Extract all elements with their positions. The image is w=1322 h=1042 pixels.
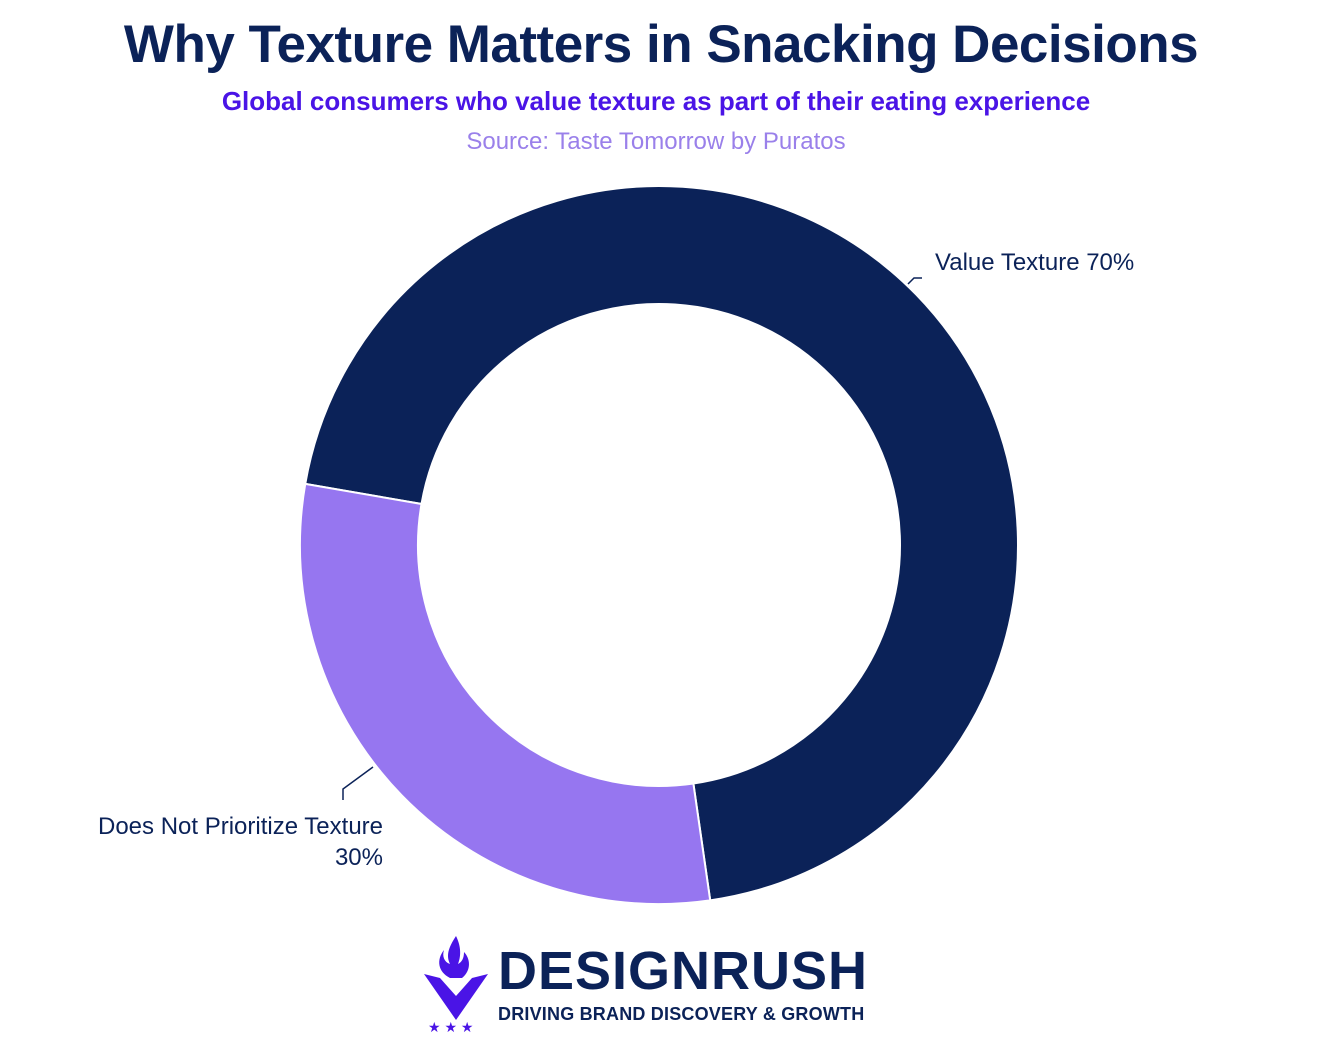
- leader-line-does-not-prioritize: [342, 766, 374, 800]
- label-value-texture: Value Texture 70%: [935, 249, 1135, 276]
- chart-title: Why Texture Matters in Snacking Decision…: [123, 15, 1199, 74]
- label-does-not-prioritize-value: 30%: [334, 844, 383, 871]
- slice-does-not-prioritize: [299, 482, 712, 905]
- chart-subtitle: Global consumers who value texture as pa…: [221, 86, 1091, 116]
- label-does-not-prioritize: Does Not Prioritize Texture 30%: [98, 811, 383, 873]
- slice-value-texture: [304, 185, 1019, 902]
- logo-tagline: DRIVING BRAND DISCOVERY & GROWTH: [498, 1004, 865, 1024]
- designrush-flame-icon: ★ ★ ★: [424, 936, 488, 1034]
- leader-line-value-texture: [907, 277, 922, 285]
- label-does-not-prioritize-name: Does Not Prioritize Texture: [98, 813, 383, 840]
- svg-text:★ ★ ★: ★ ★ ★: [428, 1019, 473, 1034]
- logo-brand: DESIGNRUSH: [498, 941, 869, 1001]
- designrush-logo: ★ ★ ★ DESIGNRUSH DRIVING BRAND DISCOVERY…: [420, 934, 900, 1034]
- chart-source: Source: Taste Tomorrow by Puratos: [466, 128, 846, 155]
